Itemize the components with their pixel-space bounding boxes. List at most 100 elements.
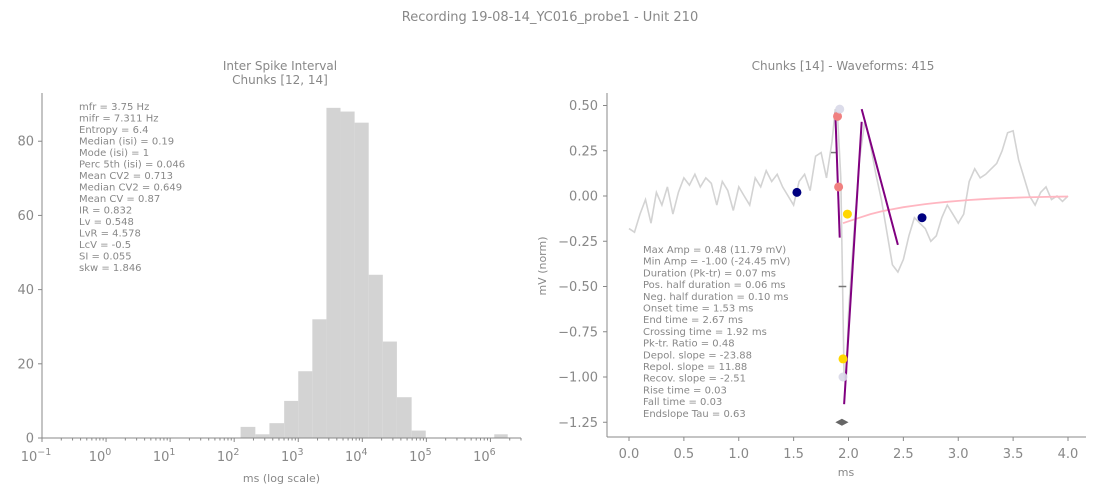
x-tick-label: 0.0 bbox=[619, 447, 640, 462]
x-tick-label-exponent: 5 bbox=[426, 447, 432, 458]
histogram-bar bbox=[298, 371, 313, 438]
x-tick-label: 2.5 bbox=[893, 447, 914, 462]
x-tick-label: 2.0 bbox=[838, 447, 859, 462]
isi-stat-line: mfr = 3.75 Hz bbox=[79, 102, 149, 113]
crossing-marker bbox=[842, 209, 852, 219]
isi-stat-line: Mean CV = 0.87 bbox=[79, 194, 160, 205]
y-tick-label: −0.75 bbox=[558, 325, 598, 340]
y-tick-label: 0.00 bbox=[569, 190, 598, 205]
x-tick-label-exponent: 3 bbox=[297, 447, 303, 458]
waveform-stat-line: Rise time = 0.03 bbox=[643, 385, 727, 396]
isi-stat-line: LvR = 4.578 bbox=[79, 229, 141, 240]
x-tick-label-base: 10 bbox=[89, 450, 106, 465]
x-tick-label-exponent: 1 bbox=[169, 447, 175, 458]
isi-stat-line: Mode (isi) = 1 bbox=[79, 148, 149, 159]
x-tick-label-base: 10 bbox=[21, 450, 38, 465]
y-tick-label: 80 bbox=[17, 135, 34, 150]
histogram-bar bbox=[240, 426, 256, 438]
end-marker bbox=[917, 213, 927, 223]
histogram-bar bbox=[411, 430, 426, 438]
waveform-stat-line: Pos. half duration = 0.06 ms bbox=[643, 280, 786, 291]
y-tick-label: −0.50 bbox=[558, 280, 598, 295]
x-tick-label: 105 bbox=[409, 447, 432, 465]
x-tick-label: 1.0 bbox=[728, 447, 749, 462]
x-tick-label: 3.5 bbox=[1003, 447, 1024, 462]
histogram-bar bbox=[284, 400, 299, 438]
x-tick-label-base: 10 bbox=[153, 450, 170, 465]
waveform-axes: Chunks [14] - Waveforms: 415 Max Amp = 0.… bbox=[536, 59, 1086, 479]
waveform-stat-line: Recov. slope = -2.51 bbox=[643, 374, 746, 385]
waveform-stat-line: Duration (Pk-tr) = 0.07 ms bbox=[643, 268, 776, 279]
x-tick-label: 4.0 bbox=[1058, 447, 1079, 462]
peak-marker bbox=[835, 104, 845, 114]
x-tick-label: 101 bbox=[153, 447, 176, 465]
x-tick-label: 1.5 bbox=[783, 447, 804, 462]
y-tick-label: 0.25 bbox=[569, 144, 598, 159]
y-axis-label: mV (norm) bbox=[536, 236, 549, 295]
trough-half-marker bbox=[838, 354, 848, 364]
isi-stat-line: Perc 5th (isi) = 0.046 bbox=[79, 160, 185, 171]
isi-stat-line: skw = 1.846 bbox=[79, 263, 142, 274]
waveform-stat-line: Crossing time = 1.92 ms bbox=[643, 327, 767, 338]
x-tick-label-base: 10 bbox=[473, 450, 490, 465]
x-tick-label-base: 10 bbox=[409, 450, 426, 465]
waveform-stat-line: Onset time = 1.53 ms bbox=[643, 304, 753, 315]
isi-stat-line: Mean CV2 = 0.713 bbox=[79, 171, 173, 182]
x-axis-label: ms bbox=[838, 466, 855, 479]
waveform-stat-line: Endslope Tau = 0.63 bbox=[643, 409, 746, 420]
isi-stat-line: IR = 0.832 bbox=[79, 206, 132, 217]
x-tick-label-exponent: 4 bbox=[362, 447, 368, 458]
figure-suptitle: Recording 19-08-14_YC016_probe1 - Unit 2… bbox=[402, 10, 698, 25]
x-tick-label: 100 bbox=[89, 447, 112, 465]
isi-stat-line: Median (isi) = 0.19 bbox=[79, 137, 174, 148]
histogram-bar bbox=[269, 423, 285, 438]
y-tick-label: 0.50 bbox=[569, 99, 598, 114]
waveform-stat-line: Max Amp = 0.48 (11.79 mV) bbox=[643, 245, 786, 256]
x-tick-label: 102 bbox=[217, 447, 240, 465]
isi-stat-line: SI = 0.055 bbox=[79, 252, 132, 263]
x-tick-label-base: 10 bbox=[217, 450, 234, 465]
waveform-stat-line: Fall time = 0.03 bbox=[643, 397, 722, 408]
depol-slope-line bbox=[834, 112, 841, 238]
waveform-stat-line: Repol. slope = 11.88 bbox=[643, 362, 747, 373]
x-tick-label: 10−1 bbox=[21, 447, 52, 465]
y-tick-label: 60 bbox=[17, 209, 34, 224]
histogram-bar bbox=[494, 434, 508, 438]
pos-peak-fall-marker bbox=[834, 182, 844, 192]
histogram-bar bbox=[326, 107, 341, 438]
x-tick-label: 0.5 bbox=[674, 447, 695, 462]
x-tick-label-exponent: 2 bbox=[233, 447, 239, 458]
waveform-stat-line: End time = 2.67 ms bbox=[643, 315, 743, 326]
repol-slope-line bbox=[843, 121, 863, 405]
x-tick-label-exponent: 6 bbox=[490, 447, 496, 458]
x-axis-label: ms (log scale) bbox=[243, 472, 320, 485]
histogram-bar bbox=[255, 434, 270, 438]
histogram-bar bbox=[340, 111, 355, 438]
histogram-bar bbox=[382, 341, 397, 438]
onset-marker bbox=[792, 187, 802, 197]
x-tick-label: 103 bbox=[281, 447, 304, 465]
histogram-bar bbox=[354, 122, 369, 438]
x-tick-label: 104 bbox=[345, 447, 368, 465]
waveform-stat-line: Neg. half duration = 0.10 ms bbox=[643, 292, 789, 303]
y-tick-label: 40 bbox=[17, 283, 34, 298]
y-tick-label: −1.25 bbox=[558, 416, 598, 431]
pos-peak-rise-marker bbox=[833, 111, 843, 121]
waveform-stat-line: Depol. slope = -23.88 bbox=[643, 350, 752, 361]
isi-stat-line: LcV = -0.5 bbox=[79, 240, 131, 251]
x-tick-label: 106 bbox=[473, 447, 496, 465]
x-tick-label: 3.0 bbox=[948, 447, 969, 462]
isi-stat-line: mifr = 7.311 Hz bbox=[79, 114, 158, 125]
histogram-bar bbox=[312, 319, 327, 438]
recov-slope-line bbox=[860, 108, 899, 246]
duration-arrow bbox=[835, 418, 849, 426]
waveform-stat-line: Pk-tr. Ratio = 0.48 bbox=[643, 339, 735, 350]
isi-stat-line: Lv = 0.548 bbox=[79, 217, 134, 228]
histogram-title-line: Chunks [12, 14] bbox=[232, 73, 328, 87]
isi-histogram-axes: Inter Spike Interval Chunks [12, 14]02040… bbox=[17, 59, 522, 485]
waveform-stat-line: Min Amp = -1.00 (-24.45 mV) bbox=[643, 257, 791, 268]
isi-stat-line: Median CV2 = 0.649 bbox=[79, 183, 182, 194]
y-tick-label: −1.00 bbox=[558, 371, 598, 386]
endslope-fit-line bbox=[842, 195, 1069, 225]
